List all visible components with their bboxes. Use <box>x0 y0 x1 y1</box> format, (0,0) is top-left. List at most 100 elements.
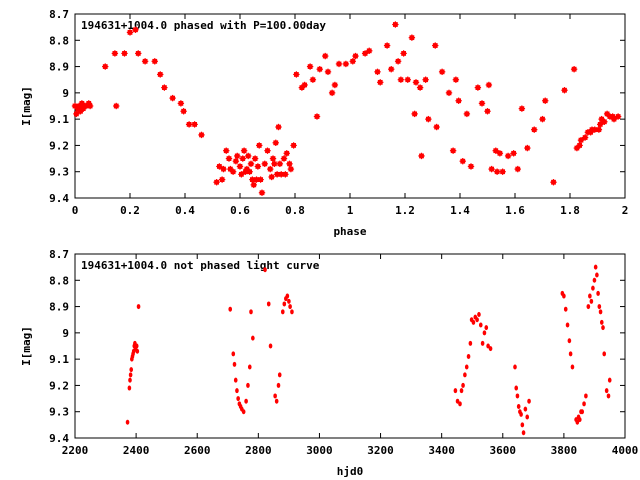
data-point <box>251 155 259 162</box>
data-point <box>161 84 168 91</box>
data-point <box>510 150 517 157</box>
data-point <box>449 147 457 154</box>
data-point <box>223 147 230 154</box>
data-point <box>241 409 246 415</box>
x-tick-label: 0.8 <box>285 204 305 217</box>
data-point <box>128 377 132 383</box>
x-axis-label: phase <box>333 225 366 238</box>
data-point <box>287 298 291 304</box>
y-tick-label: 8.9 <box>49 301 69 314</box>
data-point <box>607 377 612 383</box>
data-point <box>504 152 512 160</box>
data-point <box>499 168 506 175</box>
data-point <box>521 430 526 436</box>
data-point <box>245 152 252 160</box>
data-point <box>254 163 262 170</box>
data-point <box>141 58 149 65</box>
data-point <box>157 71 164 78</box>
data-point <box>258 189 266 196</box>
data-point <box>601 325 605 331</box>
data-point <box>418 152 425 160</box>
data-point <box>539 115 546 123</box>
data-point <box>127 385 132 391</box>
x-axis-label: hjd0 <box>337 465 364 478</box>
data-point <box>322 52 329 60</box>
data-point <box>397 76 405 83</box>
plot-frame <box>74 13 626 199</box>
x-tick-label: 3800 <box>551 444 578 457</box>
data-point <box>597 121 604 128</box>
x-tick-label: 3600 <box>490 444 517 457</box>
data-point <box>577 417 582 423</box>
data-point <box>493 168 501 175</box>
data-point <box>151 58 158 65</box>
data-point <box>550 179 557 186</box>
phased-light-curve-chart: 0 0.2 0.4 0.6 0.8 1 1.2 1.4 1.6 1.8 2 8.7 8.8 8.9 9 9.1… <box>20 8 628 238</box>
x-tick-label: 0 <box>72 204 79 217</box>
data-point <box>335 60 343 68</box>
data-point <box>433 123 440 131</box>
data-point <box>324 68 332 76</box>
data-point <box>514 165 521 173</box>
data-point <box>602 351 607 357</box>
data-point <box>383 42 391 49</box>
data-point <box>246 382 250 388</box>
y-tick-label: 9.3 <box>49 166 69 179</box>
data-point <box>392 21 399 28</box>
data-point <box>422 76 429 83</box>
data-point <box>453 388 458 394</box>
data-point <box>290 309 294 315</box>
y-tick-label: 8.9 <box>49 61 69 74</box>
data-point <box>463 110 471 118</box>
data-point <box>485 81 493 89</box>
data-point <box>589 298 594 304</box>
data-point <box>301 81 308 89</box>
data-point <box>309 76 317 83</box>
data-point <box>86 102 94 110</box>
data-point <box>283 150 290 157</box>
x-tick-label: 2 <box>622 204 629 217</box>
data-point <box>235 388 239 394</box>
data-point <box>102 63 109 70</box>
data-point <box>477 311 481 317</box>
data-point <box>361 50 369 57</box>
data-point <box>474 84 482 91</box>
data-point <box>488 346 493 352</box>
data-point <box>264 147 271 154</box>
data-point <box>273 393 277 399</box>
data-point <box>238 171 245 178</box>
data-point <box>488 165 495 173</box>
data-point <box>514 385 519 391</box>
data-point <box>586 304 591 310</box>
data-point <box>225 155 233 162</box>
data-point <box>484 325 489 331</box>
y-tick-label: 9.4 <box>49 432 69 445</box>
data-point <box>377 79 384 86</box>
data-point <box>565 322 570 328</box>
data-point <box>584 393 588 399</box>
data-point <box>129 367 134 373</box>
chart-title: 194631+1004.0 not phased light curve <box>81 259 320 272</box>
data-point <box>455 97 462 104</box>
data-point <box>513 364 517 370</box>
data-point <box>236 396 240 402</box>
data-point <box>459 158 466 165</box>
data-point <box>525 414 530 420</box>
data-point <box>271 160 278 168</box>
y-tick-label: 9.1 <box>49 353 69 366</box>
data-point <box>592 277 597 283</box>
x-tick-label: 1.6 <box>505 204 525 217</box>
data-point <box>596 290 600 296</box>
data-point <box>249 309 253 315</box>
data-point <box>342 60 350 68</box>
data-point <box>328 89 336 97</box>
data-point <box>232 361 237 367</box>
data-point <box>438 68 446 76</box>
data-point <box>246 168 253 175</box>
data-point <box>425 115 432 123</box>
data-point <box>111 50 119 57</box>
data-point <box>269 155 277 162</box>
data-point <box>316 66 323 73</box>
data-point <box>272 139 279 146</box>
